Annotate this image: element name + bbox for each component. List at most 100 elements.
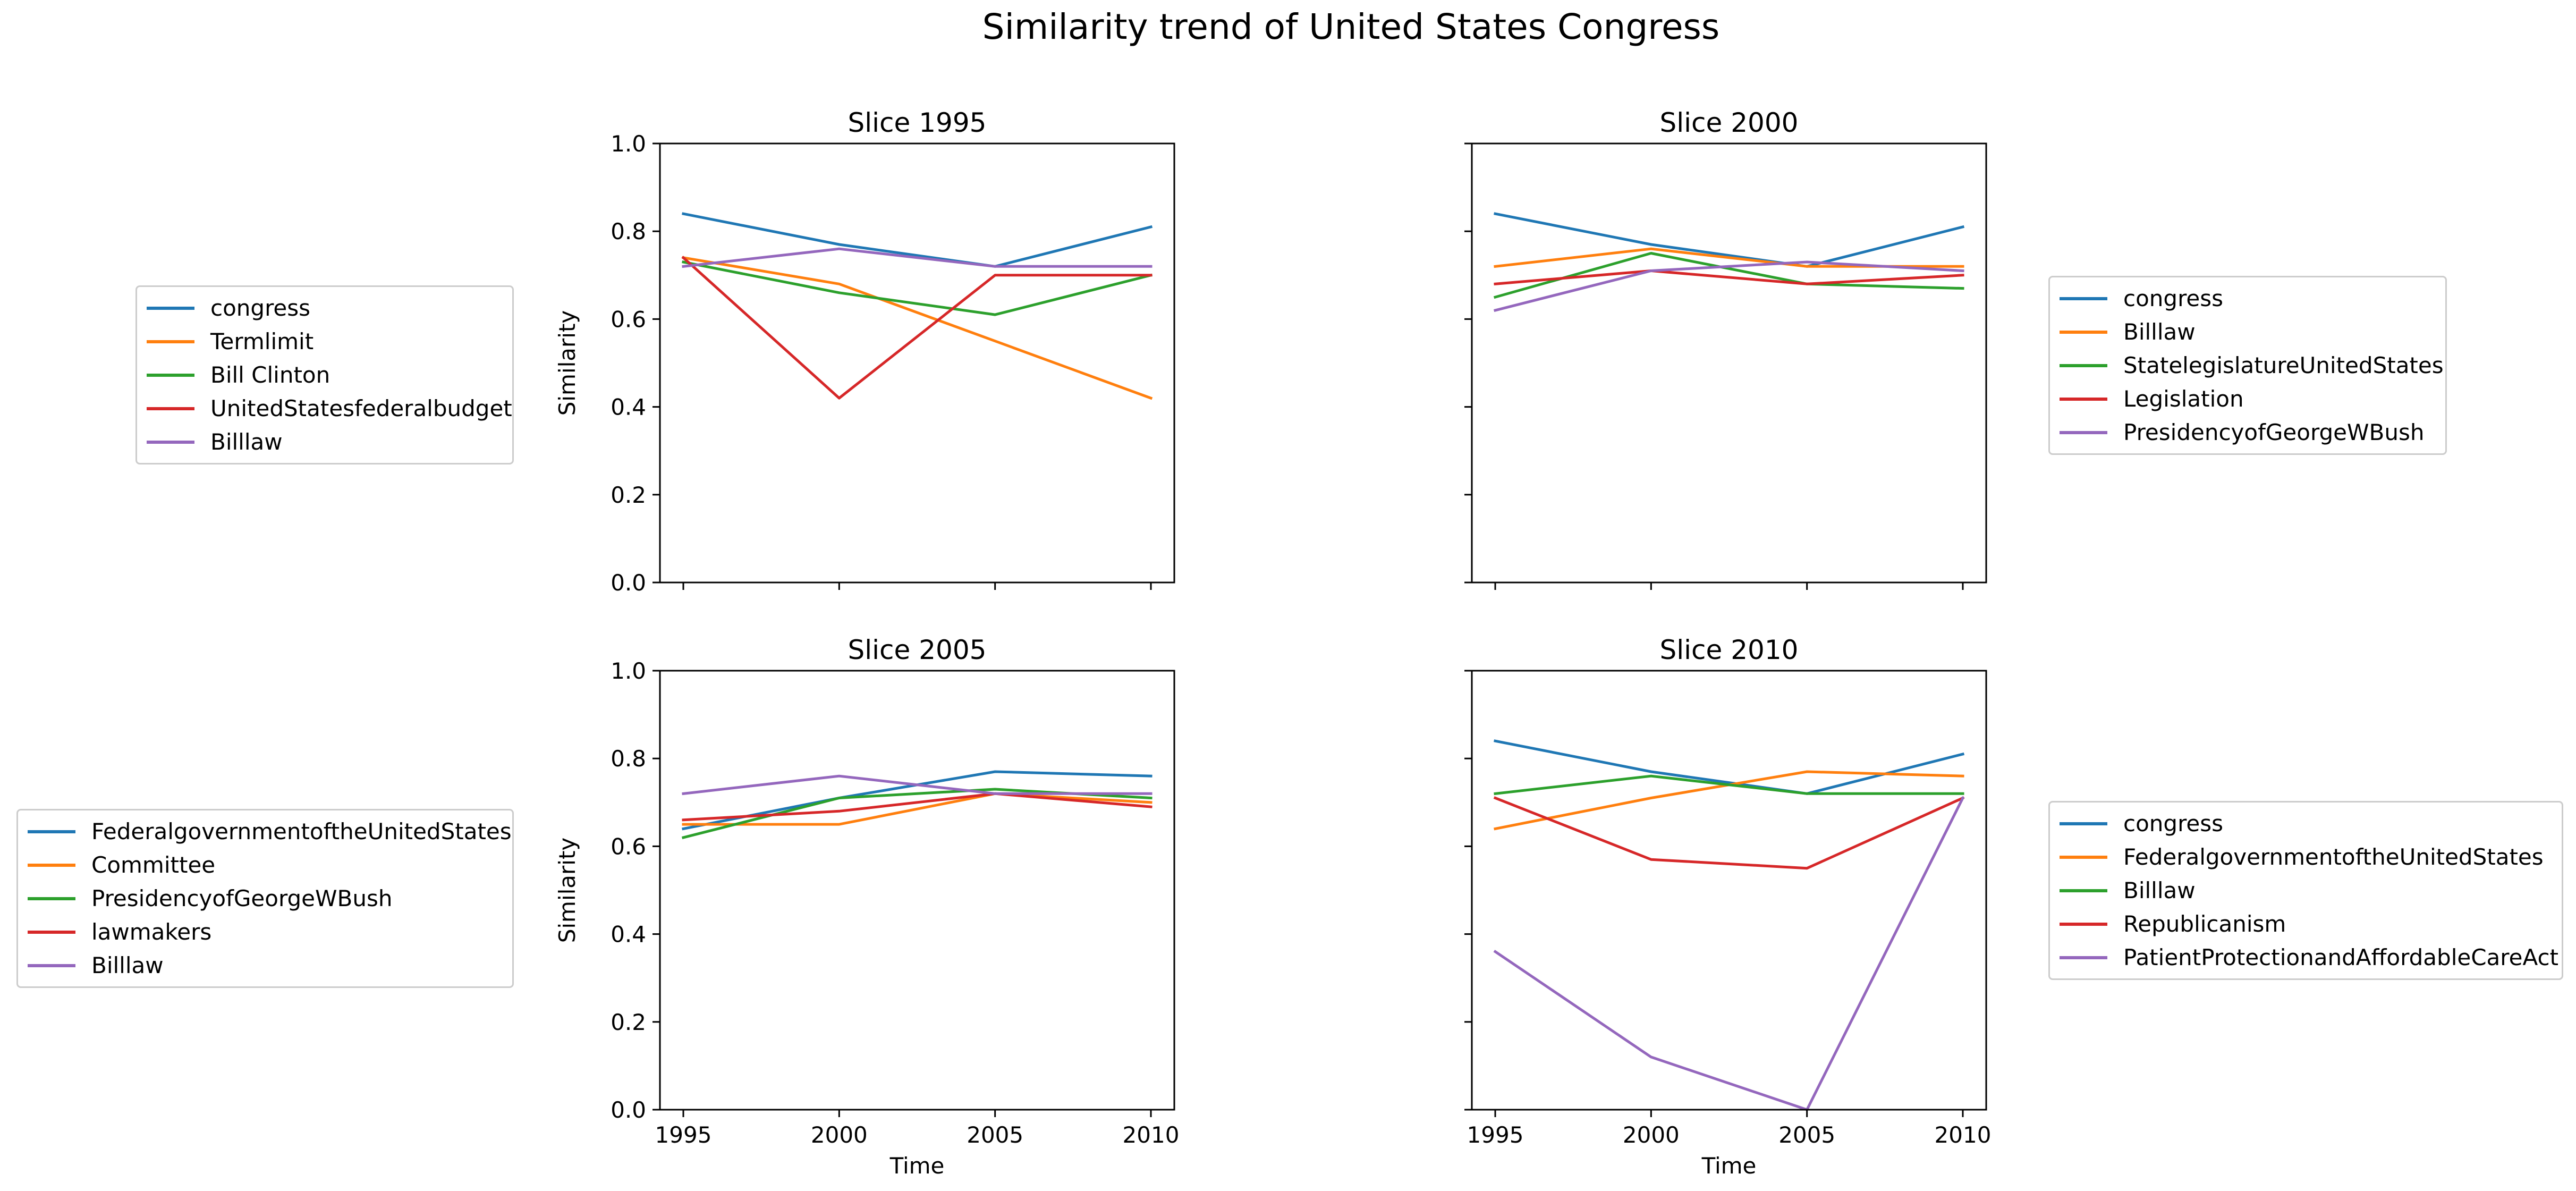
legend-label: Billlaw: [2123, 877, 2196, 903]
legend-slice-2000: congress Billlaw StatelegislatureUnitedS…: [2048, 276, 2447, 455]
legend-item: UnitedStatesfederalbudget: [147, 392, 512, 425]
series-line: [681, 256, 1153, 400]
subplot-title: Slice 2010: [1660, 635, 1799, 665]
legend-swatch: [2060, 430, 2107, 434]
x-tick-label: 2005: [967, 1122, 1023, 1148]
series-line: [682, 792, 1153, 826]
legend-swatch: [2060, 956, 2107, 959]
legend-item: congress: [2060, 807, 2548, 840]
legend-item: StatelegislatureUnitedStates: [2060, 349, 2444, 382]
x-tick-label: 2010: [1935, 1122, 1992, 1148]
y-tick-label: 0.4: [611, 394, 646, 420]
legend-swatch: [147, 407, 194, 410]
subplot-title: Slice 2005: [848, 635, 987, 665]
legend-swatch: [2060, 364, 2107, 367]
legend-label: Legislation: [2123, 386, 2244, 412]
legend-swatch: [2060, 297, 2107, 300]
legend-label: PatientProtectionandAffordableCareAct: [2123, 944, 2558, 970]
legend-swatch: [28, 863, 75, 867]
legend-label: Bill Clinton: [210, 362, 331, 388]
series-line: [682, 256, 1153, 400]
y-tick-label: 0.2: [611, 482, 646, 508]
series-line: [682, 774, 1153, 796]
legend-item: Billlaw: [147, 425, 498, 459]
axes-frame: [1471, 670, 1987, 1111]
legend-label: PresidencyofGeorgeWBush: [2123, 419, 2425, 445]
y-tick-label: 0.0: [611, 570, 646, 596]
series-line: [682, 247, 1153, 268]
y-tick-label: 0.6: [611, 306, 646, 332]
legend-swatch: [147, 440, 194, 444]
legend-label: lawmakers: [91, 919, 212, 945]
legend-item: PresidencyofGeorgeWBush: [2060, 416, 2431, 449]
legend-label: UnitedStatesfederalbudget: [210, 395, 512, 421]
figure-title: Similarity trend of United States Congre…: [982, 6, 1720, 47]
legend-item: Billlaw: [2060, 874, 2548, 907]
legend-item: Republicanism: [2060, 907, 2548, 941]
legend-label: PresidencyofGeorgeWBush: [91, 885, 393, 911]
series-line: [1493, 260, 1964, 312]
legend-label: congress: [210, 295, 311, 321]
legend-item: FederalgovernmentoftheUnitedStates: [28, 815, 512, 848]
series-line: [1493, 252, 1964, 299]
legend-item: Termlimit: [147, 325, 498, 358]
series-line: [1493, 796, 1965, 1111]
axes-frame: [659, 670, 1175, 1111]
y-tick-label: 0.8: [611, 218, 646, 244]
series-line: [1493, 796, 1965, 870]
legend-swatch: [28, 930, 75, 934]
legend-slice-2010: congress FederalgovernmentoftheUnitedSta…: [2048, 801, 2563, 980]
y-tick-label: 0.6: [611, 833, 646, 859]
series-line: [1494, 247, 1964, 268]
legend-item: congress: [2060, 282, 2431, 315]
series-line: [682, 212, 1153, 268]
subplot-title: Slice 1995: [848, 107, 987, 138]
legend-item: PatientProtectionandAffordableCareAct: [2060, 941, 2558, 974]
x-tick-label: 1995: [1467, 1122, 1524, 1148]
axes-frame: [1471, 142, 1987, 584]
x-tick-label: 2000: [811, 1122, 868, 1148]
legend-item: FederalgovernmentoftheUnitedStates: [2060, 840, 2548, 874]
axes-frame: [659, 142, 1175, 584]
legend-label: Republicanism: [2123, 911, 2286, 937]
legend-item: PresidencyofGeorgeWBush: [28, 882, 498, 915]
x-axis-label: Time: [889, 1153, 945, 1179]
y-tick-label: 0.8: [611, 746, 646, 772]
legend-swatch: [2060, 855, 2107, 859]
legend-swatch: [2060, 330, 2107, 334]
y-axis-label: Similarity: [554, 838, 580, 943]
series-line: [1494, 774, 1964, 796]
legend-label: congress: [2123, 810, 2224, 837]
legend-label: Billlaw: [210, 429, 283, 455]
legend-item: Committee: [28, 848, 498, 882]
legend-label: Billlaw: [2123, 319, 2196, 345]
series-line: [1494, 269, 1964, 286]
x-tick-label: 2005: [1778, 1122, 1835, 1148]
series-line: [681, 788, 1153, 839]
series-line: [1494, 212, 1965, 268]
legend-slice-2005: FederalgovernmentoftheUnitedStates Commi…: [16, 809, 514, 988]
legend-label: FederalgovernmentoftheUnitedStates: [2123, 844, 2544, 870]
y-axis-label: Similarity: [554, 310, 580, 416]
legend-label: StatelegislatureUnitedStates: [2123, 352, 2444, 378]
y-tick-label: 0.4: [611, 922, 646, 948]
legend-swatch: [2060, 397, 2107, 401]
legend-label: Termlimit: [210, 328, 314, 354]
series-line: [682, 792, 1153, 822]
legend-swatch: [147, 373, 194, 377]
legend-item: lawmakers: [28, 915, 498, 949]
legend-label: Committee: [91, 852, 216, 878]
legend-swatch: [2060, 822, 2107, 825]
legend-swatch: [28, 897, 75, 900]
legend-item: Legislation: [2060, 382, 2431, 416]
legend-item: Billlaw: [28, 949, 498, 982]
y-tick-label: 0.0: [611, 1097, 646, 1123]
legend-slice-1995: congress Termlimit Bill Clinton UnitedSt…: [135, 285, 514, 464]
legend-label: FederalgovernmentoftheUnitedStates: [91, 818, 512, 844]
y-tick-label: 0.2: [611, 1009, 646, 1035]
legend-swatch: [147, 340, 194, 343]
legend-item: Bill Clinton: [147, 358, 498, 392]
y-tick-label: 1.0: [611, 131, 646, 157]
legend-label: congress: [2123, 285, 2224, 311]
